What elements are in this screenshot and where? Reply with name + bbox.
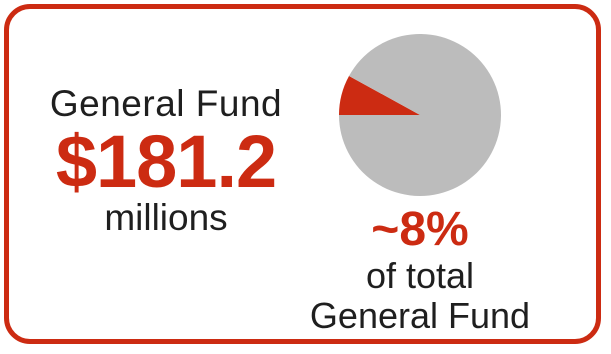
pie-slice-1: [339, 33, 501, 196]
pie-slice-0: [339, 75, 420, 115]
fund-amount: $181.2: [55, 120, 277, 203]
share-caption-line1: of total: [365, 255, 475, 296]
share-percent: ~8%: [371, 203, 469, 256]
fund-units: millions: [104, 197, 228, 238]
share-summary: ~8% of total General Fund: [285, 204, 555, 336]
info-card: [4, 4, 601, 344]
fund-summary: General Fund $181.2 millions: [16, 82, 316, 240]
fund-label: General Fund: [49, 83, 283, 124]
share-pie-chart: [339, 33, 501, 196]
share-caption-line2: General Fund: [309, 295, 531, 336]
